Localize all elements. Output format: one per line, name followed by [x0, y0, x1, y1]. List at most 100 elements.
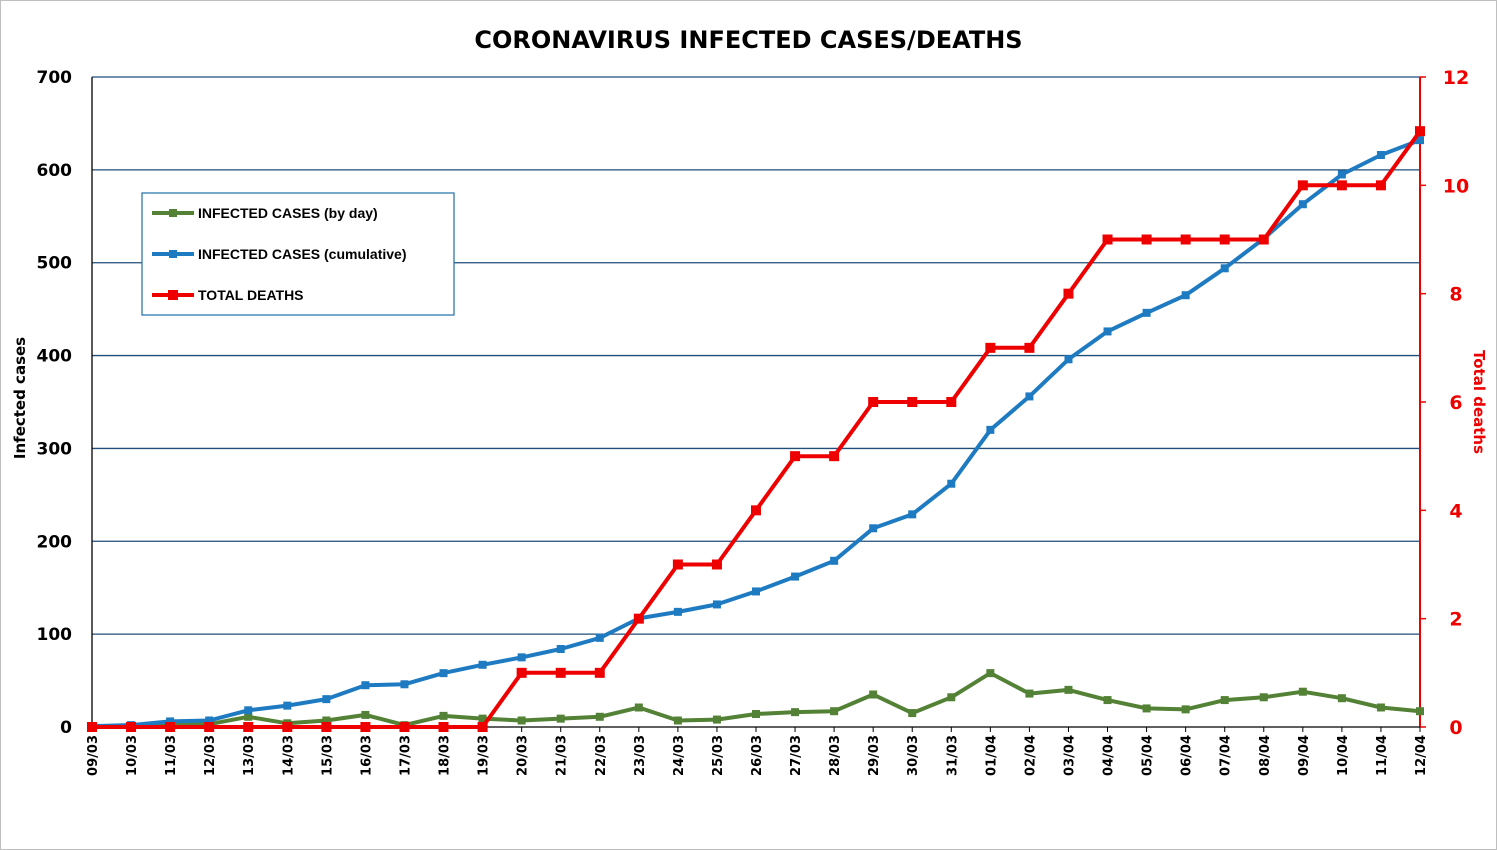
- data-point: [752, 710, 760, 718]
- series-0: [88, 669, 1424, 731]
- data-point: [321, 722, 332, 732]
- y-axis-label-left: Infected cases: [11, 337, 29, 459]
- x-tick-29-03: 29/03: [867, 735, 882, 776]
- x-tick-27-03: 27/03: [789, 735, 804, 776]
- data-point: [205, 716, 214, 725]
- data-point: [87, 722, 97, 732]
- y-tick-right-12: 12: [1443, 67, 1469, 89]
- data-point: [790, 451, 801, 462]
- x-tick-16-03: 16/03: [359, 735, 374, 776]
- y-tick-left-0: 0: [60, 718, 72, 738]
- x-tick-23-03: 23/03: [633, 735, 648, 776]
- y-tick-left-400: 400: [37, 347, 73, 367]
- data-point: [1103, 696, 1112, 705]
- data-point: [1181, 291, 1190, 300]
- x-tick-12-03: 12/03: [203, 735, 218, 776]
- data-point: [791, 572, 800, 581]
- data-point: [1415, 126, 1425, 137]
- data-point: [360, 722, 371, 732]
- data-point: [282, 722, 293, 732]
- y-tick-left-100: 100: [37, 625, 73, 645]
- data-point: [439, 669, 448, 678]
- data-point: [595, 712, 604, 721]
- y-tick-left-200: 200: [37, 532, 73, 552]
- data-point: [555, 667, 566, 678]
- y-tick-left-700: 700: [37, 68, 73, 88]
- x-tick-09-04: 09/04: [1297, 735, 1312, 776]
- legend-swatch-marker-0: [169, 209, 177, 217]
- data-point: [1181, 705, 1190, 714]
- data-point: [1142, 704, 1151, 713]
- data-point: [1337, 170, 1346, 179]
- y-axis-label-right: Total deaths: [1470, 350, 1488, 454]
- legend: INFECTED CASES (by day) INFECTED CASES (c…: [141, 192, 455, 316]
- data-point: [868, 397, 879, 407]
- x-tick-04-04: 04/04: [1102, 735, 1117, 776]
- data-point: [633, 613, 644, 624]
- data-point: [908, 709, 917, 718]
- data-point: [1259, 693, 1268, 702]
- data-point: [243, 722, 254, 732]
- data-point: [1025, 392, 1034, 401]
- data-point: [517, 653, 526, 662]
- legend-label-1: INFECTED CASES (cumulative): [198, 246, 406, 262]
- x-tick-15-03: 15/03: [320, 735, 335, 776]
- x-tick-18-03: 18/03: [438, 735, 453, 776]
- data-point: [1336, 180, 1347, 191]
- legend-label-2: TOTAL DEATHS: [198, 287, 304, 303]
- x-tick-12-04: 12/04: [1414, 735, 1429, 776]
- x-tick-03-04: 03/04: [1062, 735, 1077, 776]
- data-point: [752, 587, 760, 596]
- x-tick-11-03: 11/03: [164, 735, 179, 776]
- data-point: [1376, 151, 1385, 159]
- data-point: [830, 556, 839, 565]
- x-tick-24-03: 24/03: [672, 735, 687, 776]
- y-tick-right-8: 8: [1449, 284, 1462, 306]
- gridlines: [92, 76, 1420, 635]
- y-tick-left-600: 600: [37, 161, 73, 181]
- data-point: [126, 722, 137, 732]
- data-point: [985, 342, 996, 353]
- x-tick-08-04: 08/04: [1258, 735, 1273, 776]
- x-tick-02-04: 02/04: [1023, 735, 1038, 776]
- data-point: [1220, 264, 1229, 273]
- y-tick-right-4: 4: [1449, 500, 1462, 522]
- data-point: [1219, 234, 1230, 245]
- x-tick-17-03: 17/03: [398, 735, 413, 776]
- data-point: [478, 714, 487, 723]
- data-point: [830, 707, 839, 716]
- series-2: [87, 126, 1425, 732]
- x-tick-22-03: 22/03: [594, 735, 609, 776]
- data-point: [986, 425, 995, 434]
- data-point: [1025, 689, 1034, 698]
- data-point: [711, 559, 722, 570]
- data-point: [1298, 200, 1307, 209]
- data-point: [1024, 342, 1035, 353]
- x-tick-30-03: 30/03: [906, 735, 921, 776]
- data-point: [712, 715, 721, 724]
- data-point: [516, 667, 527, 678]
- x-tick-05-04: 05/04: [1141, 735, 1156, 776]
- x-tick-10-04: 10/04: [1336, 735, 1351, 776]
- data-point: [361, 710, 370, 719]
- x-tick-19-03: 19/03: [477, 735, 492, 776]
- x-tick-06-04: 06/04: [1180, 735, 1195, 776]
- data-point: [672, 559, 683, 570]
- data-point: [244, 712, 253, 721]
- x-tick-20-03: 20/03: [516, 735, 531, 776]
- y-tick-left-500: 500: [37, 254, 73, 274]
- data-point: [1298, 687, 1307, 696]
- data-point: [947, 479, 956, 488]
- y-tick-right-6: 6: [1449, 392, 1462, 414]
- data-point: [400, 680, 409, 689]
- data-point: [1064, 355, 1073, 364]
- data-point: [1180, 234, 1191, 245]
- data-point: [1258, 234, 1269, 245]
- data-point: [283, 701, 292, 710]
- x-tick-13-03: 13/03: [242, 735, 257, 776]
- x-tick-11-04: 11/04: [1375, 735, 1390, 776]
- data-point: [829, 451, 840, 462]
- x-tick-14-03: 14/03: [281, 735, 296, 776]
- legend-swatch-marker-2: [168, 290, 178, 300]
